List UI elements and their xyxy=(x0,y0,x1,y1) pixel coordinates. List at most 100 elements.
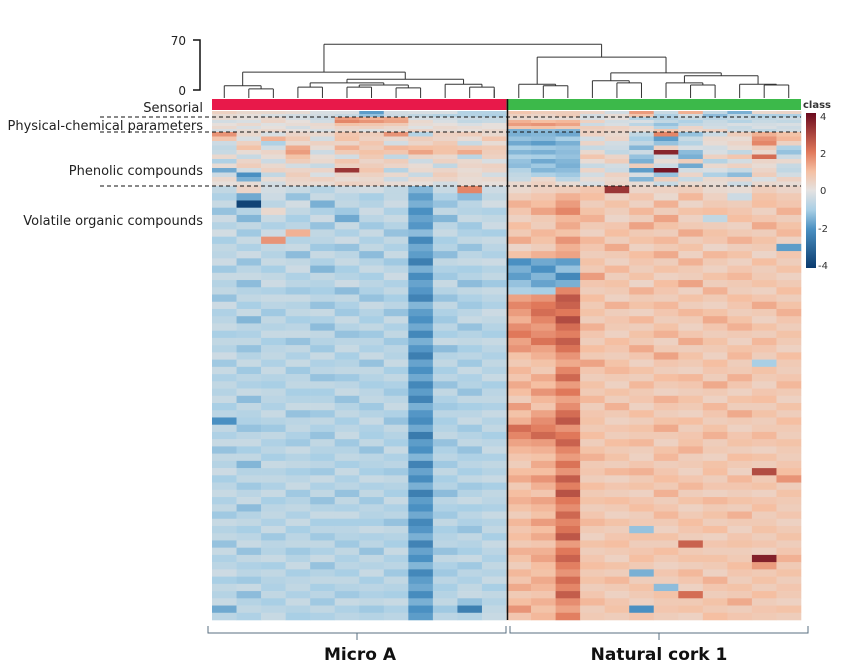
heatmap-cell xyxy=(383,111,409,115)
heatmap-cell xyxy=(481,518,507,527)
heatmap-cell xyxy=(310,272,336,281)
heatmap-cell xyxy=(457,168,483,173)
heatmap-cell xyxy=(236,569,262,577)
heatmap-cell xyxy=(457,163,483,169)
heatmap-cell xyxy=(236,525,262,534)
heatmap-cell xyxy=(261,308,286,317)
heatmap-cell xyxy=(261,163,286,169)
heatmap-cell xyxy=(629,111,655,115)
heatmap-cell xyxy=(678,533,704,541)
heatmap-cell xyxy=(678,576,704,585)
heatmap-cell xyxy=(481,126,507,130)
heatmap-cell xyxy=(334,330,360,339)
heatmap-cell xyxy=(481,583,507,592)
heatmap-cell xyxy=(751,424,777,433)
heatmap-cell xyxy=(580,540,605,548)
heatmap-cell xyxy=(334,280,360,288)
heatmap-cell xyxy=(212,359,237,368)
heatmap-cell xyxy=(776,482,802,491)
heatmap-cell xyxy=(310,150,336,155)
heatmap-cell xyxy=(383,446,409,454)
heatmap-cell xyxy=(481,181,507,187)
heatmap-cell xyxy=(408,120,434,124)
heatmap-cell xyxy=(727,159,753,164)
heatmap-cell xyxy=(481,186,507,194)
heatmap-cell xyxy=(310,154,336,160)
heatmap-cell xyxy=(481,308,507,317)
heatmap-cell xyxy=(310,181,336,187)
heatmap-cell xyxy=(531,243,556,252)
heatmap-cell xyxy=(653,612,679,621)
heatmap-cell xyxy=(555,236,581,245)
heatmap-cell xyxy=(702,177,728,182)
heatmap-cell xyxy=(776,272,802,281)
heatmap-cell xyxy=(457,337,483,346)
heatmap-cell xyxy=(261,468,286,476)
heatmap-cell xyxy=(285,159,311,164)
heatmap-cell xyxy=(457,111,483,115)
heatmap-cell xyxy=(481,177,507,182)
heatmap-cell xyxy=(751,489,777,498)
heatmap-cell xyxy=(776,525,802,534)
heatmap-cell xyxy=(727,468,753,476)
heatmap-cell xyxy=(457,431,483,440)
heatmap-cell xyxy=(678,301,704,310)
heatmap-cell xyxy=(629,150,655,155)
heatmap-cell xyxy=(629,489,655,498)
heatmap-cell xyxy=(604,518,630,527)
heatmap-cell xyxy=(580,511,605,520)
heatmap-cell xyxy=(580,337,605,346)
heatmap-cell xyxy=(506,605,532,614)
heatmap-cell xyxy=(383,272,409,281)
heatmap-cell xyxy=(678,352,704,360)
heatmap-cell xyxy=(481,330,507,339)
heatmap-cell xyxy=(310,222,336,230)
heatmap-cell xyxy=(408,141,434,146)
heatmap-cell xyxy=(359,583,385,592)
heatmap-cell xyxy=(702,114,728,118)
heatmap-cell xyxy=(432,316,458,324)
heatmap-cell xyxy=(334,605,360,614)
heatmap-cell xyxy=(212,504,237,512)
heatmap-cell xyxy=(383,229,409,237)
heatmap-cell xyxy=(432,359,458,368)
heatmap-cell xyxy=(261,222,286,230)
heatmap-cell xyxy=(555,280,581,288)
heatmap-cell xyxy=(383,323,409,331)
heatmap-cell xyxy=(383,330,409,339)
heatmap-cell xyxy=(408,145,434,151)
heatmap-cell xyxy=(702,222,728,230)
heatmap-cell xyxy=(727,453,753,462)
heatmap-cell xyxy=(604,381,630,389)
heatmap-cell xyxy=(751,287,777,295)
heatmap-cell xyxy=(604,431,630,440)
heatmap-cell xyxy=(506,186,532,194)
heatmap-cell xyxy=(261,482,286,491)
heatmap-cell xyxy=(285,243,311,252)
heatmap-cell xyxy=(334,236,360,245)
heatmap-cell xyxy=(457,229,483,237)
heatmap-cell xyxy=(285,475,311,483)
heatmap-cell xyxy=(702,126,728,130)
heatmap-cell xyxy=(383,569,409,577)
heatmap-cell xyxy=(457,576,483,585)
heatmap-cell xyxy=(751,605,777,614)
heatmap-cell xyxy=(604,136,630,142)
heatmap-cell xyxy=(261,229,286,237)
heatmap-cell xyxy=(555,374,581,382)
heatmap-cell xyxy=(261,330,286,339)
heatmap-cell xyxy=(751,141,777,146)
heatmap-cell xyxy=(359,258,385,266)
heatmap-cell xyxy=(432,417,458,425)
heatmap-cell xyxy=(481,316,507,324)
heatmap-cell xyxy=(604,475,630,483)
heatmap-cell xyxy=(776,129,802,133)
heatmap-cell xyxy=(555,612,581,621)
heatmap-cell xyxy=(555,417,581,425)
heatmap-cell xyxy=(531,316,556,324)
heatmap-cell xyxy=(506,163,532,169)
heatmap-cell xyxy=(408,554,434,563)
heatmap-cell xyxy=(334,453,360,462)
heatmap-cell xyxy=(212,207,237,216)
